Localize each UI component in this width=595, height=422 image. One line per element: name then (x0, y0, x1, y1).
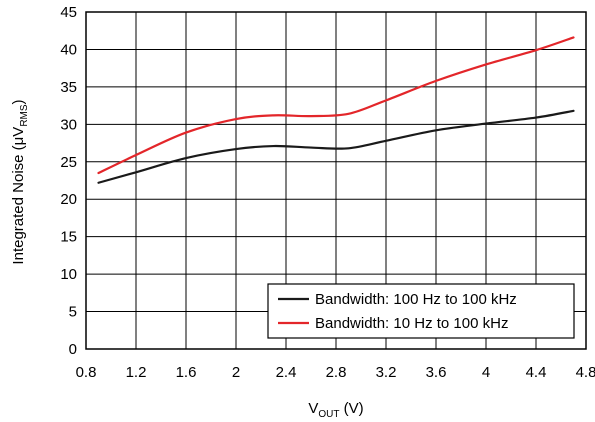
y-axis-title: Integrated Noise (μVRMS) (10, 99, 30, 264)
plot-area-frame (85, 11, 587, 350)
legend-box (267, 283, 575, 339)
x-tick-label: 4 (482, 364, 490, 381)
y-tick-label: 5 (69, 304, 77, 321)
x-tick-label: 4.8 (576, 364, 595, 381)
x-tick-label: 0.8 (76, 364, 97, 381)
x-tick-labels: 0.8 1.2 1.6 2 2.4 2.8 3.2 3.6 4 4.4 4.8 (76, 364, 595, 381)
y-tick-labels: 0 5 10 15 20 25 30 35 40 45 (60, 4, 77, 358)
y-axis-title-subscript: RMS (19, 104, 30, 127)
y-tick-label: 10 (60, 266, 77, 283)
x-tick-label: 2.4 (276, 364, 297, 381)
x-tick-label: 3.2 (376, 364, 397, 381)
x-tick-label: 2 (232, 364, 240, 381)
series-line-2 (97, 36, 575, 175)
y-tick-label: 25 (60, 154, 77, 171)
x-axis-title-suffix: (V) (339, 400, 363, 417)
x-tick-label: 1.6 (176, 364, 197, 381)
y-axis-title-prefix: Integrated Noise (μV (10, 127, 27, 265)
x-tick-label: 3.6 (426, 364, 447, 381)
y-tick-label: 0 (69, 341, 77, 358)
y-tick-label: 30 (60, 116, 77, 133)
legend-label-series-1: Bandwidth: 100 Hz to 100 kHz (315, 291, 517, 308)
legend-label-series-2: Bandwidth: 10 Hz to 100 kHz (315, 315, 508, 332)
x-axis-title: VOUT (V) (308, 400, 363, 420)
y-tick-label: 15 (60, 229, 77, 246)
y-tick-label: 45 (60, 4, 77, 21)
x-axis-title-subscript: OUT (318, 409, 339, 420)
y-axis-title-suffix: ) (10, 99, 27, 104)
series-line-1 (97, 109, 575, 184)
series-lines (97, 36, 575, 184)
y-tick-label: 35 (60, 79, 77, 96)
y-tick-label: 20 (60, 191, 77, 208)
x-tick-label: 4.4 (526, 364, 547, 381)
legend: Bandwidth: 100 Hz to 100 kHz Bandwidth: … (267, 283, 575, 339)
x-axis-title-main: V (308, 400, 318, 417)
x-tick-label: 1.2 (126, 364, 147, 381)
x-tick-label: 2.8 (326, 364, 347, 381)
y-tick-label: 40 (60, 41, 77, 58)
